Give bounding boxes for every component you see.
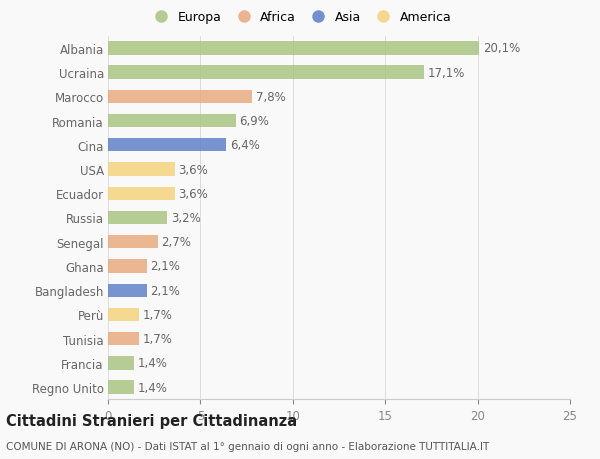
Text: 1,7%: 1,7% [143, 308, 173, 321]
Text: COMUNE DI ARONA (NO) - Dati ISTAT al 1° gennaio di ogni anno - Elaborazione TUTT: COMUNE DI ARONA (NO) - Dati ISTAT al 1° … [6, 441, 489, 451]
Bar [108, 139, 226, 152]
Text: Cittadini Stranieri per Cittadinanza: Cittadini Stranieri per Cittadinanza [6, 413, 297, 428]
Text: 3,6%: 3,6% [178, 187, 208, 200]
Bar [108, 212, 167, 224]
Bar [108, 260, 147, 273]
Text: 6,4%: 6,4% [230, 139, 260, 152]
Bar [108, 163, 175, 176]
Text: 7,8%: 7,8% [256, 91, 286, 104]
Bar [108, 42, 479, 56]
Bar [108, 332, 139, 346]
Text: 1,7%: 1,7% [143, 332, 173, 345]
Bar [108, 90, 252, 104]
Text: 2,7%: 2,7% [161, 236, 191, 249]
Text: 3,6%: 3,6% [178, 163, 208, 176]
Text: 2,1%: 2,1% [151, 284, 181, 297]
Bar [108, 115, 236, 128]
Bar [108, 67, 424, 79]
Text: 1,4%: 1,4% [137, 381, 167, 394]
Text: 20,1%: 20,1% [483, 42, 520, 55]
Text: 6,9%: 6,9% [239, 115, 269, 128]
Text: 3,2%: 3,2% [171, 212, 200, 224]
Text: 2,1%: 2,1% [151, 260, 181, 273]
Bar [108, 235, 158, 249]
Legend: Europa, Africa, Asia, America: Europa, Africa, Asia, America [143, 6, 457, 29]
Text: 17,1%: 17,1% [428, 67, 465, 79]
Bar [108, 381, 134, 394]
Bar [108, 357, 134, 369]
Text: 1,4%: 1,4% [137, 357, 167, 369]
Bar [108, 284, 147, 297]
Bar [108, 308, 139, 321]
Bar [108, 187, 175, 201]
